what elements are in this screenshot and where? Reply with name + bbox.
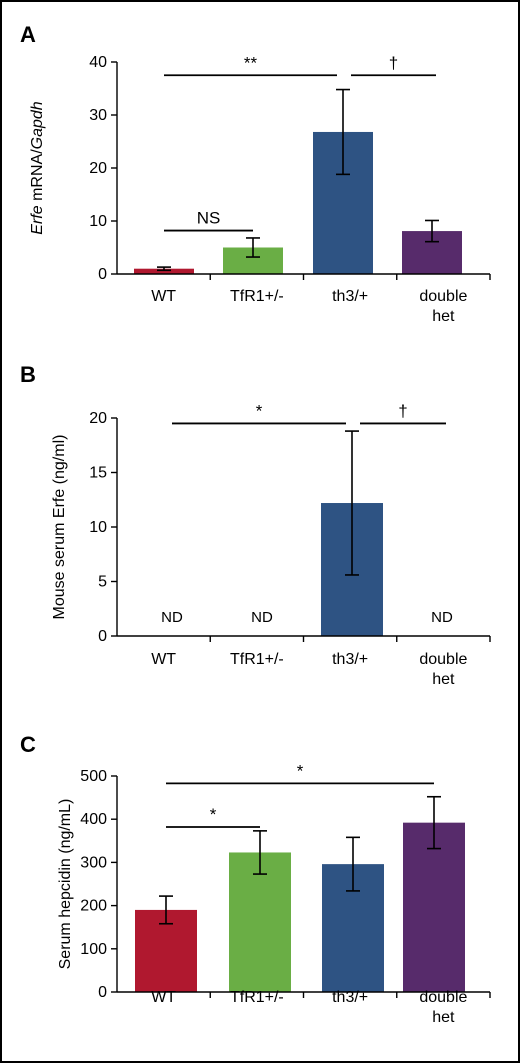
x-category-label: TfR1+/- xyxy=(230,989,284,1006)
y-tick-label: 500 xyxy=(80,768,107,785)
panel-letter: C xyxy=(20,732,36,757)
nd-label: ND xyxy=(431,609,453,626)
bar xyxy=(403,822,465,992)
significance-label: ** xyxy=(244,53,258,72)
y-axis-label-part: Mouse serum Erfe (ng/ml) xyxy=(51,435,68,620)
significance-label: * xyxy=(297,761,304,780)
y-tick-label: 100 xyxy=(80,941,107,958)
panel-letter: A xyxy=(20,22,36,47)
x-category-label: het xyxy=(432,1009,455,1026)
x-category-label: double xyxy=(419,989,467,1006)
significance-label: * xyxy=(210,805,217,824)
y-tick-label: 0 xyxy=(98,266,107,283)
significance-label: * xyxy=(256,401,263,420)
x-category-label: double xyxy=(419,288,467,305)
chart-panel-C: C 0 100 200 300 400 500 WT TfR1+/- th3/+ double het… xyxy=(20,732,491,1026)
y-tick-label: 10 xyxy=(89,519,107,536)
significance-label: † xyxy=(389,53,398,72)
x-category-label: het xyxy=(432,308,455,325)
y-axis-label-part: mRNA/ xyxy=(29,149,46,206)
bar xyxy=(134,268,194,274)
y-axis-label-part: Serum hepcidin (ng/mL) xyxy=(57,799,74,970)
y-tick-label: 30 xyxy=(89,107,107,124)
y-axis-label-part: Gapdh xyxy=(29,101,46,149)
x-category-label: WT xyxy=(151,989,176,1006)
y-tick-label: 20 xyxy=(89,410,107,427)
y-axis-label: Erfe mRNA/Gapdh xyxy=(29,101,46,234)
chart-panel-A: A 0 10 20 30 40 WT TfR1+/- th3/+ double het Erfe mR… xyxy=(20,22,491,325)
x-category-label: WT xyxy=(151,288,176,305)
significance-label: NS xyxy=(197,209,221,228)
y-tick-label: 400 xyxy=(80,811,107,828)
significance-label: † xyxy=(398,401,407,420)
y-tick-label: 10 xyxy=(89,213,107,230)
y-tick-label: 5 xyxy=(98,574,107,591)
x-category-label: WT xyxy=(151,651,176,668)
panel-letter: B xyxy=(20,362,36,387)
y-tick-label: 0 xyxy=(98,628,107,645)
y-tick-label: 200 xyxy=(80,898,107,915)
y-tick-label: 0 xyxy=(98,984,107,1001)
y-axis-label-part: Erfe xyxy=(29,205,46,234)
x-category-label: TfR1+/- xyxy=(230,651,284,668)
chart-panel-B: B ND ND ND 0 5 10 15 20 WT TfR1+/- th3/+ double het Mo… xyxy=(20,362,491,688)
x-category-label: th3/+ xyxy=(332,288,368,305)
y-axis-label: Mouse serum Erfe (ng/ml) xyxy=(51,435,68,620)
x-category-label: het xyxy=(432,671,455,688)
y-axis-label: Serum hepcidin (ng/mL) xyxy=(57,799,74,970)
x-category-label: th3/+ xyxy=(332,989,368,1006)
nd-label: ND xyxy=(161,609,183,626)
y-tick-label: 20 xyxy=(89,160,107,177)
nd-label: ND xyxy=(251,609,273,626)
y-tick-label: 15 xyxy=(89,465,107,482)
x-category-label: th3/+ xyxy=(332,651,368,668)
bar xyxy=(229,852,291,992)
y-tick-label: 40 xyxy=(89,54,107,71)
x-category-label: double xyxy=(419,651,467,668)
x-category-label: TfR1+/- xyxy=(230,288,284,305)
y-tick-label: 300 xyxy=(80,854,107,871)
